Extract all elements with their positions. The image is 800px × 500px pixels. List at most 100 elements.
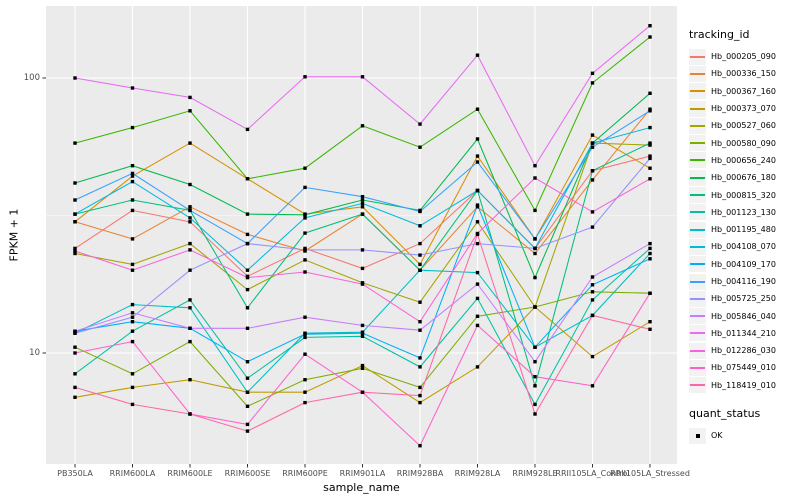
- legend-key-swatch: [689, 238, 706, 255]
- legend-key-swatch: [689, 169, 706, 186]
- data-point: [130, 320, 135, 324]
- data-point: [73, 395, 77, 399]
- legend-item: Hb_004108_070: [689, 238, 800, 255]
- legend-item: Hb_012286_030: [689, 342, 800, 359]
- y-tick-label: 10: [29, 347, 40, 358]
- legend-item: Hb_000373_070: [689, 100, 800, 117]
- data-point: [188, 241, 192, 246]
- data-point: [130, 385, 135, 390]
- data-point: [130, 237, 135, 241]
- data-point: [475, 232, 480, 237]
- data-point: [188, 220, 192, 224]
- data-point: [130, 402, 135, 407]
- data-point: [360, 124, 365, 128]
- data-point: [188, 306, 192, 310]
- x-tick-label: RRIM600LE: [167, 469, 213, 478]
- data-point: [73, 372, 77, 376]
- legend-item-label: Hb_011344_210: [711, 328, 776, 338]
- data-point: [533, 345, 537, 349]
- data-point: [648, 241, 652, 246]
- data-point: [73, 251, 77, 256]
- legend-item-label: OK: [711, 431, 723, 441]
- legend-line-icon: [690, 159, 705, 162]
- legend-key-swatch: [689, 359, 706, 376]
- data-point: [533, 176, 537, 180]
- data-point: [245, 390, 250, 394]
- data-point: [303, 216, 307, 220]
- data-point: [73, 198, 77, 202]
- legend-item-label: Hb_000580_090: [711, 138, 776, 148]
- data-point: [245, 275, 250, 280]
- legend-item-label: Hb_000336_150: [711, 69, 776, 79]
- legend-item: Hb_004109_170: [689, 256, 800, 273]
- data-point: [73, 212, 77, 216]
- legend-item: Hb_000676_180: [689, 169, 800, 186]
- data-point: [303, 75, 307, 79]
- data-point: [648, 141, 652, 145]
- data-point: [130, 268, 135, 272]
- x-tick-label: RRIM600PE: [282, 469, 328, 478]
- data-point: [188, 109, 192, 113]
- data-point: [648, 156, 652, 161]
- data-point: [360, 266, 365, 271]
- data-point: [418, 365, 422, 369]
- data-point: [648, 291, 652, 295]
- data-point: [360, 323, 365, 328]
- data-point: [418, 328, 422, 332]
- legend-item-label: Hb_004108_070: [711, 242, 776, 252]
- x-tick-label: RRIM928LA: [454, 469, 501, 478]
- legend-item: Hb_000205_090: [689, 48, 800, 65]
- legend-item-label: Hb_004109_170: [711, 259, 776, 269]
- data-point: [648, 109, 652, 113]
- data-point: [475, 314, 480, 318]
- legend-key-swatch: [689, 48, 706, 65]
- data-point: [73, 249, 77, 253]
- data-point: [533, 384, 537, 388]
- legend-item: Hb_004116_190: [689, 273, 800, 290]
- legend-line-icon: [690, 280, 705, 283]
- legend-key-swatch: [689, 152, 706, 169]
- data-point: [73, 76, 77, 80]
- data-point: [475, 154, 480, 158]
- data-point: [130, 311, 135, 315]
- data-point: [475, 282, 480, 286]
- x-tick-label: RRII105LA_Control: [555, 469, 630, 478]
- data-point: [418, 253, 422, 257]
- data-point: [360, 334, 365, 338]
- data-point: [590, 290, 595, 294]
- legend-key-swatch: [689, 117, 706, 134]
- legend-line-icon: [690, 72, 705, 75]
- data-point: [130, 179, 135, 184]
- legend-item-label: Hb_004116_190: [711, 277, 776, 286]
- data-point: [245, 326, 250, 330]
- data-point: [475, 296, 480, 301]
- data-point: [418, 444, 422, 448]
- data-point: [418, 393, 422, 398]
- legend-item-label: Hb_000205_090: [711, 52, 776, 62]
- legend-key-swatch: [689, 187, 706, 204]
- data-point: [360, 363, 365, 368]
- y-tick-label: 100: [23, 72, 40, 83]
- legend-item-label: Hb_118419_010: [711, 380, 776, 390]
- data-point: [648, 125, 652, 130]
- data-point: [188, 208, 192, 213]
- data-point: [360, 201, 365, 206]
- legend-key-swatch: [689, 135, 706, 152]
- data-point: [475, 323, 480, 328]
- data-point: [533, 275, 537, 280]
- legend-item-label: Hb_000676_180: [711, 173, 776, 183]
- data-point: [590, 178, 595, 182]
- data-point: [130, 198, 135, 202]
- data-point: [648, 257, 652, 261]
- data-point: [360, 212, 365, 216]
- legend-line-icon: [690, 366, 705, 369]
- data-point: [475, 137, 480, 141]
- x-axis-title: sample_name: [323, 481, 400, 494]
- legend-line-icon: [690, 142, 705, 145]
- legend-line-icon: [690, 228, 705, 231]
- legend-key-swatch: [689, 377, 706, 394]
- legend-key-swatch: [689, 221, 706, 238]
- data-point: [533, 251, 537, 256]
